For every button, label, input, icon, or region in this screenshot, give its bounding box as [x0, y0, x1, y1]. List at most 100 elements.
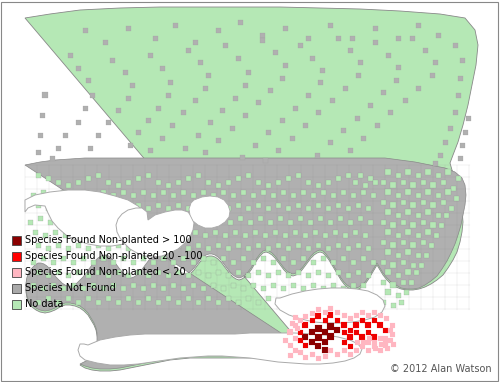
Bar — [260, 256, 266, 261]
Bar — [436, 173, 440, 178]
Bar — [136, 175, 140, 181]
Bar — [186, 206, 190, 210]
Bar — [384, 316, 388, 320]
Bar — [368, 220, 372, 225]
Bar — [302, 354, 308, 359]
Bar — [434, 233, 438, 238]
Bar — [296, 269, 300, 275]
Polygon shape — [189, 196, 230, 228]
Bar — [310, 193, 316, 197]
Bar — [86, 246, 90, 251]
Bar — [286, 175, 290, 181]
Bar — [272, 50, 278, 55]
Bar — [452, 42, 458, 47]
Bar — [206, 246, 210, 251]
Bar — [36, 202, 41, 207]
Bar — [220, 256, 226, 261]
Bar — [346, 206, 350, 210]
Bar — [230, 126, 234, 131]
Bar — [382, 327, 388, 332]
Bar — [196, 133, 200, 138]
Bar — [236, 202, 240, 207]
Bar — [66, 296, 70, 301]
Bar — [266, 129, 270, 134]
Bar — [250, 259, 256, 264]
Bar — [330, 283, 336, 288]
Bar — [320, 68, 324, 73]
Bar — [396, 193, 400, 197]
Bar — [416, 86, 420, 91]
Bar — [120, 285, 126, 290]
Bar — [342, 340, 346, 345]
Bar — [156, 269, 160, 275]
Bar — [353, 322, 359, 328]
Bar — [286, 206, 290, 210]
Bar — [270, 259, 276, 264]
Bar — [372, 317, 376, 322]
Bar — [328, 348, 332, 353]
Bar — [362, 183, 368, 188]
Bar — [378, 348, 382, 353]
Bar — [236, 175, 240, 181]
Bar — [390, 332, 394, 337]
Bar — [126, 206, 130, 210]
Bar — [136, 269, 140, 275]
Bar — [56, 146, 60, 151]
Bar — [252, 142, 258, 147]
Bar — [222, 42, 228, 47]
Bar — [298, 42, 302, 47]
Bar — [384, 345, 390, 351]
Bar — [216, 202, 220, 207]
Bar — [416, 212, 420, 217]
Bar — [290, 259, 296, 264]
Bar — [46, 246, 51, 251]
Bar — [302, 233, 308, 238]
Bar — [276, 299, 280, 304]
Bar — [312, 230, 318, 235]
Bar — [336, 36, 340, 40]
Bar — [315, 343, 321, 349]
Bar — [186, 296, 190, 301]
Bar — [176, 243, 180, 248]
Bar — [400, 240, 406, 244]
Bar — [328, 306, 332, 311]
Bar — [96, 243, 100, 248]
Bar — [328, 139, 332, 144]
Bar — [100, 285, 105, 290]
Bar — [432, 60, 438, 65]
Bar — [388, 338, 392, 343]
Bar — [320, 256, 326, 261]
Bar — [298, 215, 302, 220]
Bar — [438, 152, 442, 157]
Bar — [130, 259, 136, 264]
Bar — [348, 327, 352, 332]
Bar — [238, 19, 242, 24]
Bar — [52, 230, 58, 235]
Bar — [300, 285, 306, 290]
Bar — [306, 36, 310, 40]
Bar — [416, 173, 420, 178]
Bar — [310, 317, 314, 322]
Bar — [306, 246, 310, 251]
Bar — [430, 182, 436, 188]
Bar — [400, 199, 406, 204]
Bar — [262, 233, 268, 238]
Bar — [232, 96, 237, 100]
Bar — [292, 314, 298, 319]
Bar — [226, 206, 230, 210]
Bar — [322, 339, 328, 345]
Bar — [80, 285, 86, 290]
Bar — [390, 222, 396, 228]
Bar — [186, 175, 190, 181]
Bar — [270, 283, 276, 288]
Bar — [316, 243, 320, 248]
Bar — [425, 169, 431, 175]
Bar — [348, 147, 352, 152]
Bar — [360, 317, 364, 322]
Bar — [166, 296, 170, 301]
Bar — [266, 246, 270, 251]
Polygon shape — [275, 288, 385, 323]
Bar — [140, 189, 145, 194]
Bar — [278, 215, 282, 220]
Bar — [378, 342, 384, 346]
